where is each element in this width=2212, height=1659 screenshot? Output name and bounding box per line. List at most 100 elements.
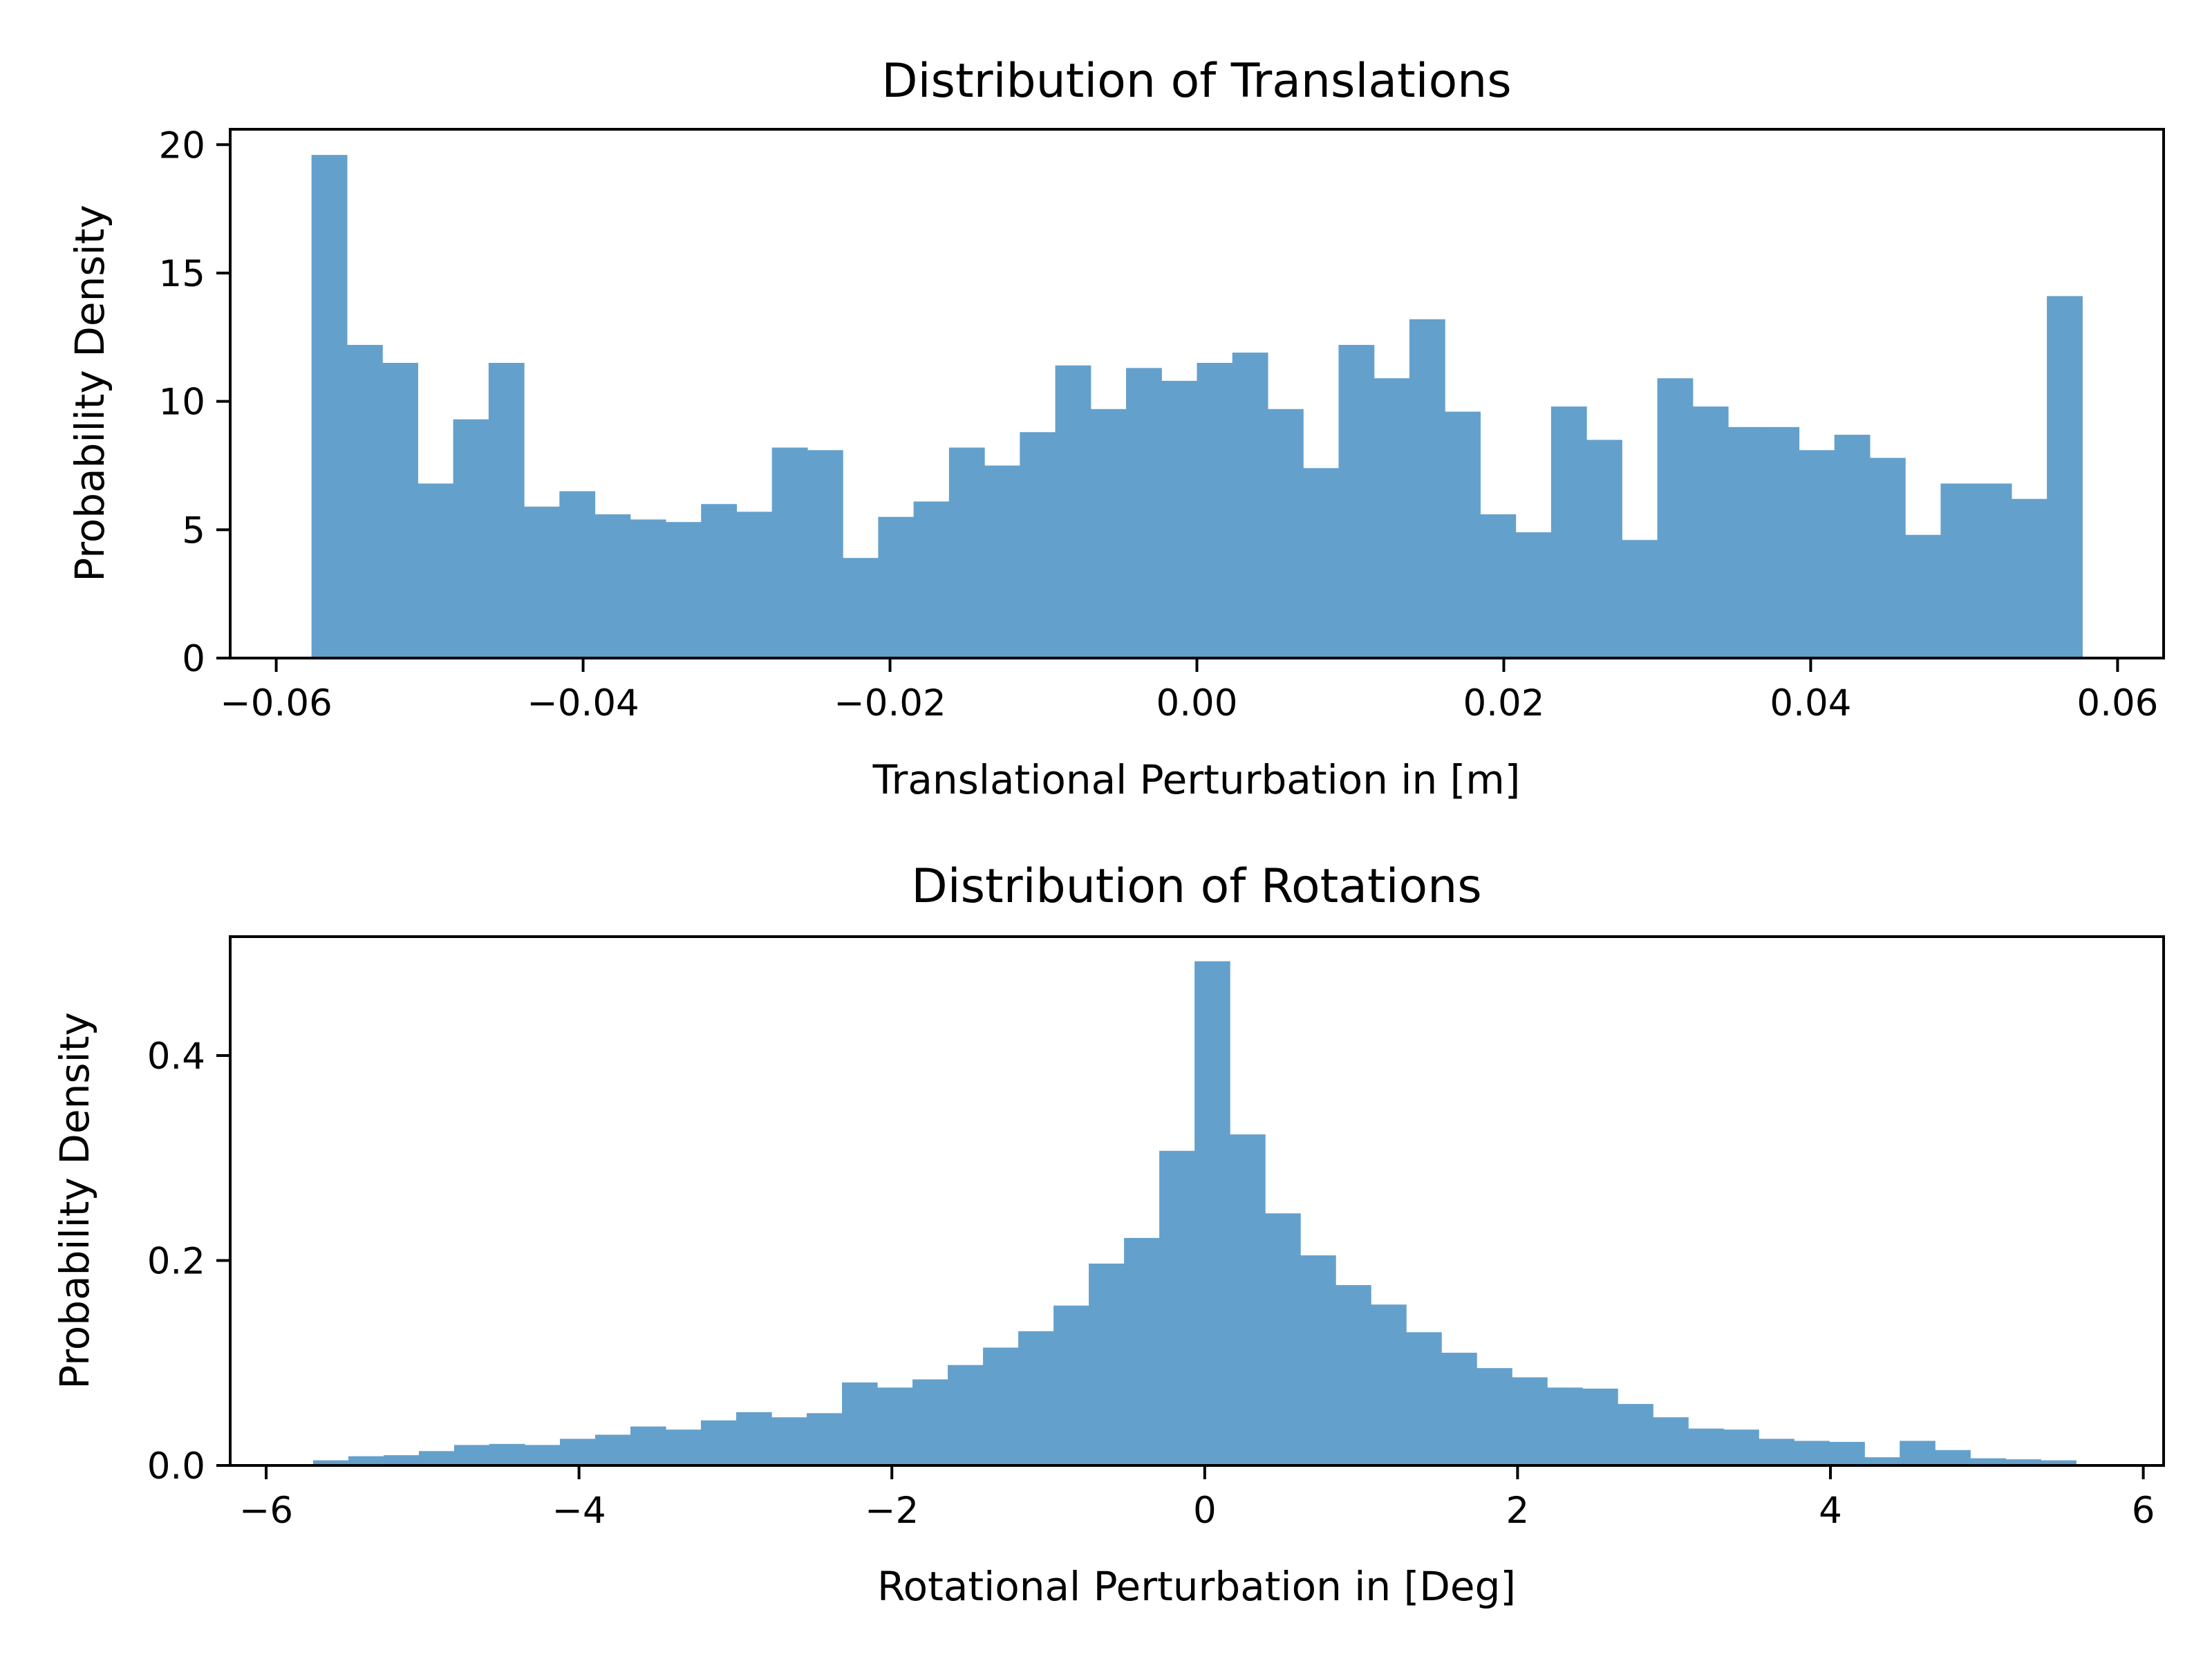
rotations-x-ticks: −6 −4 −2 0 2 4 6: [239, 1465, 2155, 1532]
rotations-x-tick-label: 6: [2132, 1490, 2155, 1532]
translations-bar: [1374, 378, 1410, 658]
translations-y-tick-label: 0: [182, 638, 205, 680]
translations-y-tick-label: 10: [159, 382, 205, 424]
translations-x-tick-label: 0.04: [1770, 682, 1851, 724]
translations-bar: [1197, 362, 1233, 658]
translations-bar: [1020, 432, 1056, 658]
rotations-y-tick-label: 0.2: [147, 1240, 205, 1282]
rotations-bar: [1900, 1441, 1936, 1465]
rotations-plot-frame: [229, 935, 2165, 1467]
translations-bar: [1763, 427, 1800, 658]
rotations-bar: [1194, 961, 1230, 1465]
translations-bar: [1799, 450, 1835, 658]
rotations-bar: [312, 1460, 349, 1465]
translations-bar: [559, 491, 596, 658]
translations-bar: [1550, 406, 1587, 658]
translations-x-ticks: −0.06 −0.04 −0.02 0.00 0.02 0.04 0.06: [220, 658, 2158, 724]
rotations-bar: [1688, 1428, 1724, 1465]
rotations-x-axis-label: Rotational Perturbation in [Deg]: [877, 1563, 1516, 1610]
translations-bar: [1834, 434, 1871, 658]
rotations-bar: [1335, 1285, 1371, 1465]
rotations-bar: [1759, 1438, 1794, 1465]
translations-bar: [948, 447, 985, 658]
rotations-bar: [383, 1455, 420, 1465]
rotations-bar: [948, 1365, 984, 1465]
rotations-y-ticks: 0.0 0.2 0.4: [147, 1035, 230, 1488]
translations-bar: [1303, 468, 1340, 658]
translations-bar: [1232, 353, 1268, 658]
translations-bar: [1905, 534, 1942, 658]
rotations-bar: [912, 1379, 948, 1465]
rotations-bar: [630, 1426, 666, 1465]
translations-y-tick-label: 20: [159, 124, 205, 167]
rotations-bar: [666, 1430, 702, 1465]
translations-bar: [701, 504, 738, 658]
translations-bar: [1409, 319, 1445, 658]
translations-bar: [1728, 427, 1764, 658]
rotations-bar: [1371, 1304, 1407, 1465]
rotations-chart: −6 −4 −2 0 2 4 6 0.0 0.2 0.4 Distribution of Rot…: [51, 859, 2165, 1610]
rotations-bar: [1582, 1388, 1618, 1465]
rotations-y-tick-label: 0.0: [147, 1445, 205, 1488]
translations-bar: [1515, 532, 1552, 658]
rotations-bar: [1935, 1450, 1971, 1465]
translations-bar: [665, 522, 702, 658]
rotations-bar: [1618, 1404, 1653, 1465]
translations-bar: [488, 362, 525, 658]
rotations-bar: [1124, 1237, 1160, 1465]
rotations-bar: [1300, 1255, 1336, 1465]
rotations-x-tick-label: 4: [1819, 1490, 1842, 1532]
rotations-bar: [1970, 1458, 2006, 1465]
translations-bar: [2047, 296, 2083, 658]
translations-bar: [1976, 483, 2012, 658]
translations-bar: [594, 514, 631, 658]
rotations-x-tick-label: 2: [1506, 1490, 1530, 1532]
rotations-bar: [1265, 1213, 1301, 1465]
rotations-bar: [2005, 1459, 2041, 1465]
translations-bar: [1090, 409, 1127, 658]
rotations-bar: [524, 1445, 561, 1465]
rotations-bar: [1653, 1417, 1689, 1465]
translations-bar: [878, 516, 915, 658]
translations-bar: [2011, 498, 2047, 658]
translations-x-tick-label: −0.04: [527, 682, 639, 724]
translations-title: Distribution of Translations: [881, 54, 1511, 109]
rotations-bar: [771, 1417, 807, 1465]
translations-y-axis-label: Probability Density: [66, 205, 113, 582]
translations-x-tick-label: −0.06: [220, 682, 332, 724]
translations-bar: [771, 447, 808, 658]
rotations-bar: [1547, 1387, 1583, 1465]
translations-chart: −0.06 −0.04 −0.02 0.00 0.02 0.04 0.06 0 5 10 15 20…: [66, 54, 2165, 803]
rotations-bar: [1018, 1331, 1054, 1465]
rotations-bar: [1864, 1457, 1900, 1465]
rotations-bar: [807, 1413, 843, 1465]
translations-bar: [524, 506, 560, 658]
translations-bar: [1480, 514, 1517, 658]
rotations-bar: [877, 1387, 913, 1465]
translations-x-axis-label: Translational Perturbation in [m]: [872, 756, 1521, 803]
rotations-bar: [453, 1445, 490, 1465]
rotations-bar: [1794, 1441, 1830, 1465]
translations-y-tick-label: 5: [182, 509, 205, 552]
rotations-bar: [736, 1412, 772, 1465]
translations-x-tick-label: 0.02: [1463, 682, 1544, 724]
rotations-title: Distribution of Rotations: [911, 859, 1481, 914]
rotations-x-tick-label: −2: [865, 1490, 919, 1532]
rotations-bar: [1829, 1441, 1865, 1465]
translations-bar: [1126, 368, 1162, 658]
rotations-bar: [842, 1382, 878, 1465]
translations-bar: [630, 519, 666, 658]
translations-bar: [382, 362, 418, 658]
translations-bar: [418, 483, 454, 658]
rotations-bar: [594, 1434, 631, 1465]
rotations-x-tick-label: 0: [1193, 1490, 1217, 1532]
rotations-y-axis-label: Probability Density: [51, 1012, 98, 1389]
rotations-bar: [1477, 1368, 1512, 1465]
translations-x-tick-label: 0.00: [1156, 682, 1237, 724]
translations-bar: [1940, 483, 1977, 658]
rotations-bars: [312, 961, 2077, 1465]
translations-x-tick-label: 0.06: [2077, 682, 2158, 724]
translations-bar: [311, 155, 348, 658]
translations-bar: [807, 450, 843, 658]
